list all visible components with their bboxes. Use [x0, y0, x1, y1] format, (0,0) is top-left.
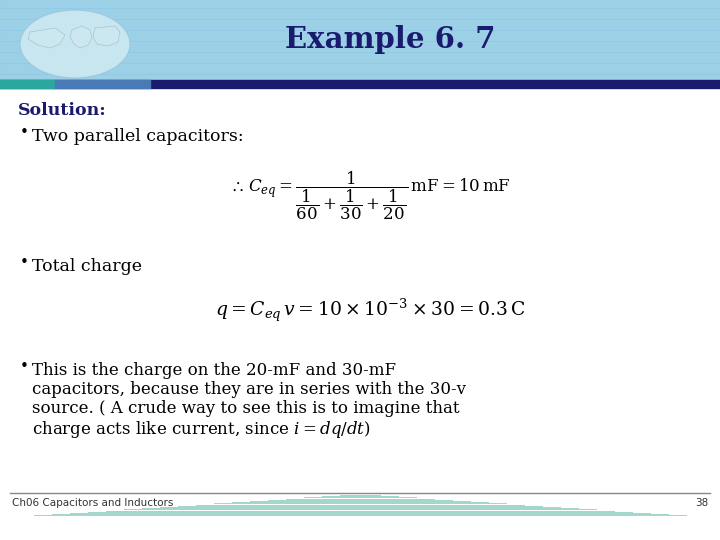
Text: capacitors, because they are in series with the 30-v: capacitors, because they are in series w…	[32, 381, 466, 398]
Text: Ch06 Capacitors and Inductors: Ch06 Capacitors and Inductors	[12, 498, 174, 508]
Text: Solution:: Solution:	[18, 102, 107, 119]
Polygon shape	[93, 26, 120, 46]
Text: •: •	[20, 125, 29, 140]
Text: •: •	[20, 255, 29, 270]
Text: $\therefore\, C_{eq} = \dfrac{1}{\dfrac{1}{60}+\dfrac{1}{30}+\dfrac{1}{20}}\,\ma: $\therefore\, C_{eq} = \dfrac{1}{\dfrac{…	[229, 170, 511, 222]
Text: Example 6. 7: Example 6. 7	[284, 25, 495, 55]
Text: 38: 38	[695, 498, 708, 508]
Ellipse shape	[20, 10, 130, 78]
Text: source. ( A crude way to see this is to imagine that: source. ( A crude way to see this is to …	[32, 400, 459, 417]
Text: Two parallel capacitors:: Two parallel capacitors:	[32, 128, 243, 145]
Text: Total charge: Total charge	[32, 258, 142, 275]
Polygon shape	[28, 28, 65, 48]
Polygon shape	[70, 26, 92, 48]
Text: charge acts like current, since $i = dq/dt$): charge acts like current, since $i = dq/…	[32, 419, 371, 440]
Text: This is the charge on the 20-mF and 30-mF: This is the charge on the 20-mF and 30-m…	[32, 362, 396, 379]
Text: $q = C_{eq}\,v = 10\times10^{-3}\times30 = 0.3\,\mathrm{C}$: $q = C_{eq}\,v = 10\times10^{-3}\times30…	[215, 296, 525, 323]
Text: •: •	[20, 359, 29, 374]
